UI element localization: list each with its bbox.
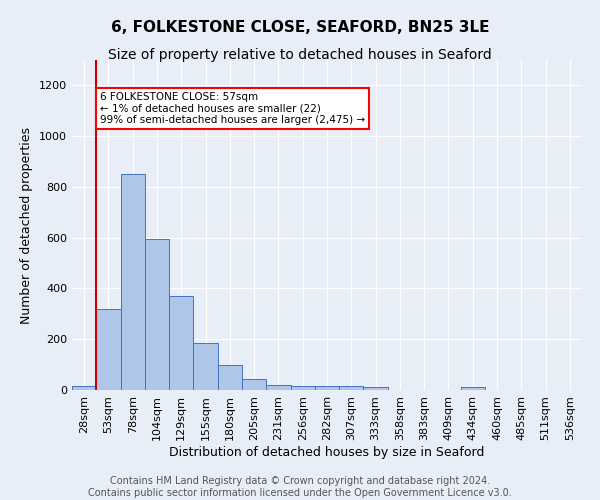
Bar: [72, 386, 96, 390]
Bar: [290, 386, 315, 390]
Text: Contains HM Land Registry data © Crown copyright and database right 2024.
Contai: Contains HM Land Registry data © Crown c…: [88, 476, 512, 498]
Bar: [145, 239, 169, 390]
Bar: [218, 364, 242, 390]
Bar: [96, 309, 121, 390]
Bar: [461, 388, 485, 390]
Text: 6, FOLKESTONE CLOSE, SEAFORD, BN25 3LE: 6, FOLKESTONE CLOSE, SEAFORD, BN25 3LE: [111, 20, 489, 35]
Bar: [193, 343, 218, 390]
Text: 6 FOLKESTONE CLOSE: 57sqm
← 1% of detached houses are smaller (22)
99% of semi-d: 6 FOLKESTONE CLOSE: 57sqm ← 1% of detach…: [100, 92, 365, 125]
X-axis label: Distribution of detached houses by size in Seaford: Distribution of detached houses by size …: [169, 446, 485, 458]
Bar: [339, 386, 364, 390]
Bar: [242, 378, 266, 390]
Bar: [266, 385, 290, 390]
Y-axis label: Number of detached properties: Number of detached properties: [20, 126, 34, 324]
Bar: [169, 296, 193, 390]
Bar: [364, 388, 388, 390]
Bar: [121, 174, 145, 390]
Bar: [315, 386, 339, 390]
Text: Size of property relative to detached houses in Seaford: Size of property relative to detached ho…: [108, 48, 492, 62]
